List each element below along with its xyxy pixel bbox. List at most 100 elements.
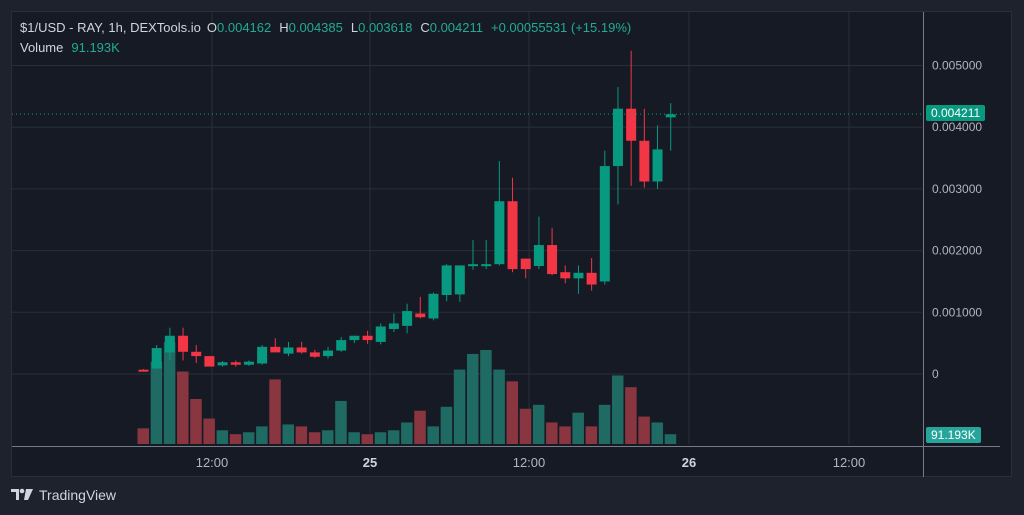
volume-bar bbox=[229, 434, 242, 444]
volume-value: 91.193K bbox=[71, 40, 120, 55]
last-price-badge: 0.004211 bbox=[926, 105, 986, 121]
volume-bar bbox=[322, 430, 334, 444]
volume-bar bbox=[480, 350, 492, 444]
price-tick-label: 0.001000 bbox=[932, 305, 982, 319]
volume-bar bbox=[611, 375, 624, 444]
ohlc-row: $1/USD - RAY, 1h, DEXTools.io O 0.004162 … bbox=[20, 18, 631, 38]
candle-body bbox=[243, 361, 254, 365]
volume-bar bbox=[203, 418, 215, 444]
candle-body bbox=[349, 335, 360, 341]
low-label: L bbox=[350, 20, 359, 35]
candle-body bbox=[560, 272, 571, 279]
volume-badge: 91.193K bbox=[926, 427, 981, 443]
time-tick-label: 12:00 bbox=[196, 455, 229, 470]
candle-body bbox=[336, 340, 347, 351]
candle-body bbox=[191, 351, 202, 357]
candle-body bbox=[151, 348, 162, 369]
volume-bar bbox=[401, 422, 413, 444]
candle-body bbox=[323, 350, 334, 357]
volume-bar bbox=[519, 408, 532, 444]
candle-body bbox=[415, 313, 426, 318]
volume-bar bbox=[295, 426, 308, 444]
volume-bar bbox=[559, 426, 571, 444]
candle-body bbox=[612, 108, 623, 167]
tradingview-logo[interactable]: TradingView bbox=[11, 487, 116, 503]
price-tick-label: 0.002000 bbox=[932, 244, 982, 258]
high-value: 0.004385 bbox=[288, 20, 343, 35]
candle-body bbox=[481, 264, 492, 267]
candle-body bbox=[309, 352, 320, 357]
candle-body bbox=[217, 362, 228, 366]
candle-body bbox=[204, 356, 215, 367]
high-label: H bbox=[279, 20, 289, 35]
candle-body bbox=[586, 272, 597, 285]
volume-bar bbox=[427, 426, 439, 444]
candle-body bbox=[230, 362, 241, 365]
volume-bar bbox=[493, 369, 505, 444]
chart-legend: $1/USD - RAY, 1h, DEXTools.io O 0.004162 … bbox=[20, 18, 631, 58]
volume-bar bbox=[190, 398, 202, 444]
volume-bar bbox=[335, 400, 347, 444]
candle-body bbox=[283, 347, 294, 354]
candle-body bbox=[665, 114, 676, 118]
candle-body bbox=[441, 265, 452, 296]
candle-body bbox=[178, 335, 189, 352]
volume-bar bbox=[585, 426, 598, 444]
volume-bar bbox=[282, 424, 294, 444]
candle-body bbox=[507, 201, 518, 270]
volume-bar bbox=[348, 432, 360, 444]
open-label: O bbox=[206, 20, 218, 35]
time-tick-label: 12:00 bbox=[513, 455, 546, 470]
candle-body bbox=[164, 335, 175, 353]
candle-body bbox=[257, 346, 268, 364]
volume-bar bbox=[414, 410, 426, 444]
volume-bar bbox=[387, 430, 400, 444]
volume-bar bbox=[242, 432, 255, 444]
candle-body bbox=[428, 293, 439, 319]
volume-bar bbox=[664, 434, 677, 444]
candle-body bbox=[375, 326, 386, 342]
open-value: 0.004162 bbox=[217, 20, 272, 35]
volume-bar bbox=[374, 432, 387, 444]
volume-label[interactable]: Volume bbox=[20, 40, 64, 55]
volume-bar bbox=[308, 432, 321, 444]
candle-body bbox=[599, 166, 610, 282]
price-tick-label: 0 bbox=[932, 367, 939, 381]
candle-body bbox=[547, 245, 558, 275]
volume-bar bbox=[506, 381, 519, 444]
low-value: 0.003618 bbox=[358, 20, 413, 35]
volume-bar bbox=[137, 428, 149, 444]
close-label: C bbox=[420, 20, 430, 35]
candle-body bbox=[520, 258, 531, 270]
volume-bar bbox=[440, 406, 453, 444]
volume-bar bbox=[256, 426, 268, 444]
volume-bar bbox=[651, 422, 664, 444]
candle-body bbox=[573, 272, 584, 279]
volume-bar bbox=[269, 379, 281, 444]
candle-body bbox=[494, 201, 505, 265]
candle-body bbox=[626, 108, 637, 141]
tradingview-brand: TradingView bbox=[39, 487, 117, 503]
symbol-title[interactable]: $1/USD - RAY, 1h, DEXTools.io bbox=[20, 20, 201, 35]
candle-body bbox=[402, 311, 413, 326]
volume-bar bbox=[216, 430, 229, 444]
change-value: +0.00055531 (+15.19%) bbox=[491, 20, 632, 35]
volume-row: Volume 91.193K bbox=[20, 38, 631, 58]
volume-bar bbox=[361, 434, 374, 444]
price-tick-label: 0.004000 bbox=[932, 120, 982, 134]
tradingview-logo-icon bbox=[11, 488, 33, 500]
time-tick-label: 12:00 bbox=[833, 455, 866, 470]
volume-bar bbox=[638, 416, 650, 444]
volume-bar bbox=[177, 371, 189, 444]
candle-body bbox=[296, 347, 307, 353]
candle-body bbox=[362, 335, 373, 341]
time-tick-label: 26 bbox=[682, 455, 696, 470]
candle-body bbox=[639, 140, 650, 182]
volume-bar bbox=[467, 353, 479, 444]
time-tick-label: 25 bbox=[363, 455, 377, 470]
price-tick-label: 0.003000 bbox=[932, 182, 982, 196]
candle-body bbox=[138, 369, 149, 372]
volume-bar bbox=[546, 422, 558, 444]
candle-body bbox=[652, 149, 663, 182]
